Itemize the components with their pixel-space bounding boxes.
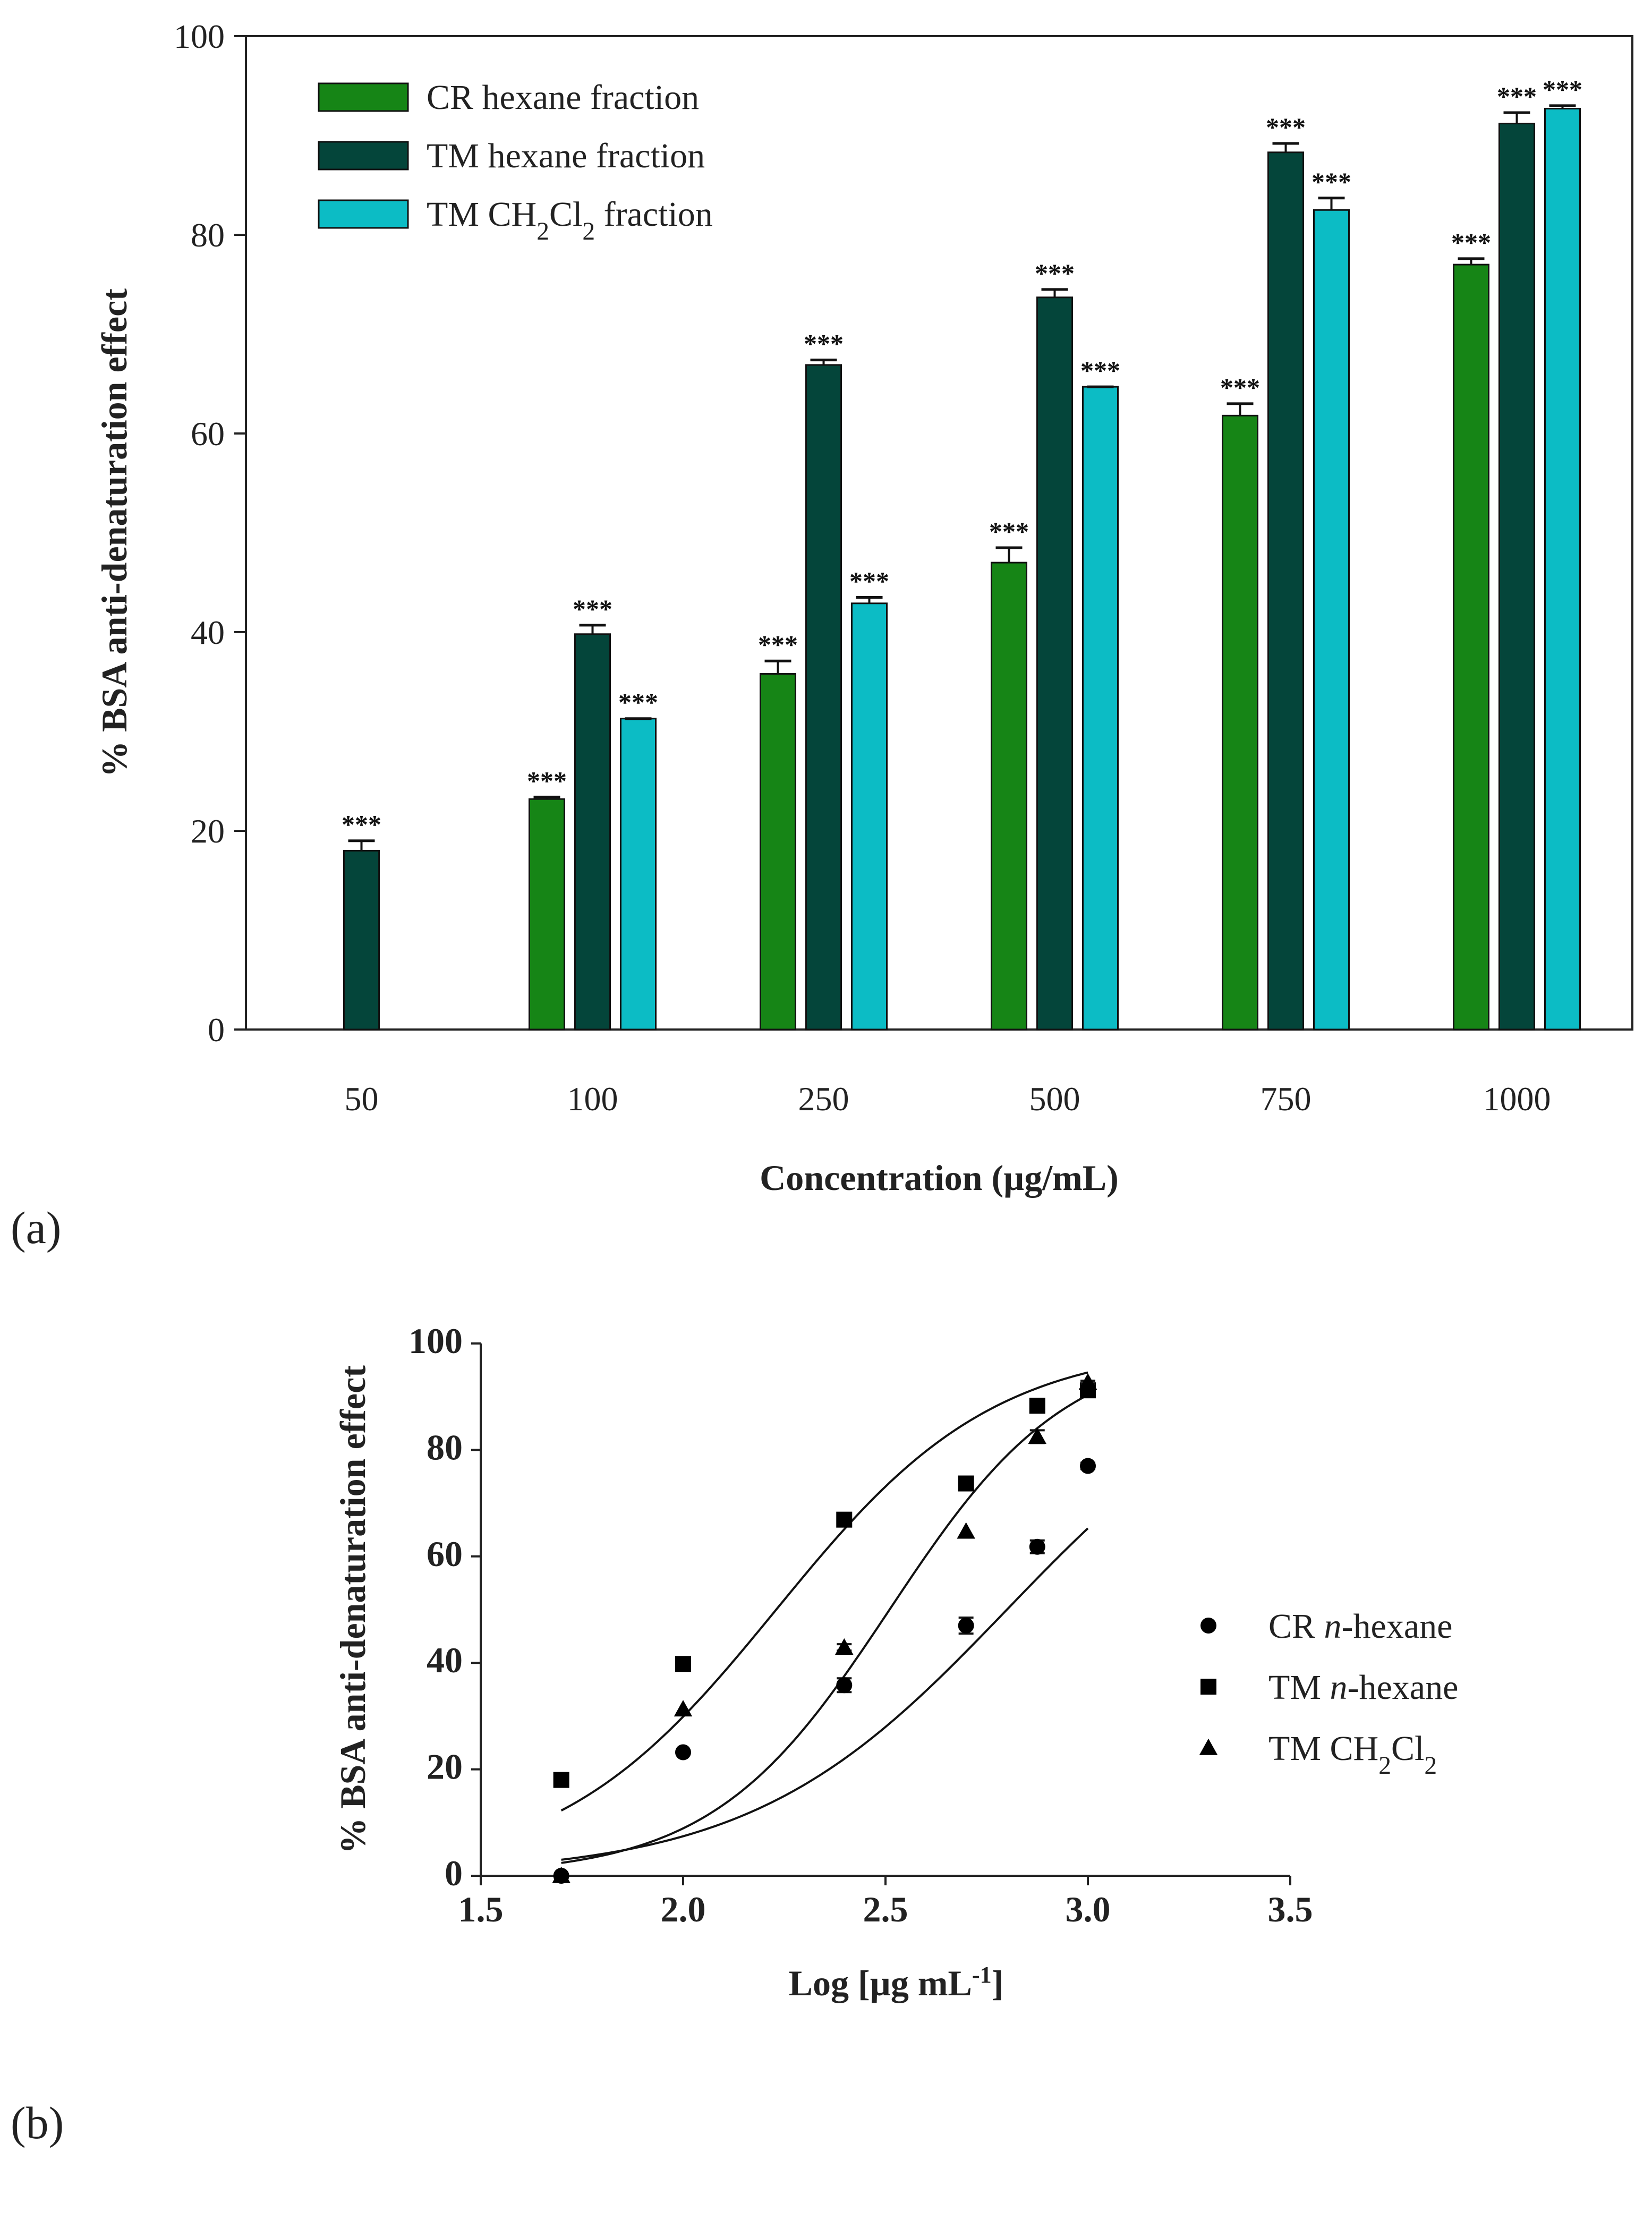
x-tick-label: 100 bbox=[567, 1080, 618, 1118]
bar bbox=[805, 364, 842, 1031]
bar bbox=[760, 673, 796, 1031]
bar bbox=[991, 562, 1027, 1031]
data-point bbox=[958, 1475, 974, 1492]
chart-b-scatter: (b) 0 20 40 60 80 100 1.5 2.0 2.5 3.0 3.5 Log [µg m… bbox=[11, 1321, 1458, 2148]
legend-swatch bbox=[318, 82, 409, 112]
y-axis-label: % BSA anti-denaturation effect bbox=[94, 288, 134, 777]
x-tick-label: 1.5 bbox=[458, 1889, 504, 1929]
bar bbox=[343, 849, 380, 1031]
chart-a-bar: (a) 02040608010050***100*********250****… bbox=[11, 18, 1633, 1253]
x-axis-label: Log [µg mL-1] bbox=[789, 1962, 1004, 2004]
panel-label-b: (b) bbox=[11, 2097, 64, 2148]
bar bbox=[1498, 123, 1535, 1031]
legend-swatch bbox=[318, 141, 409, 171]
data-point bbox=[1078, 1373, 1097, 1390]
data-point bbox=[835, 1638, 854, 1655]
y-tick-label: 40 bbox=[427, 1640, 463, 1680]
x-tick-label: 750 bbox=[1261, 1080, 1312, 1118]
y-tick-label: 60 bbox=[191, 415, 225, 453]
x-tick-label: 2.5 bbox=[863, 1889, 908, 1929]
bar bbox=[851, 602, 888, 1031]
legend-label: TM n-hexane bbox=[1268, 1668, 1458, 1707]
fit-curve bbox=[561, 1394, 1088, 1864]
data-point bbox=[957, 1522, 975, 1539]
x-tick-label: 3.0 bbox=[1066, 1889, 1111, 1929]
significance-marker: *** bbox=[573, 594, 612, 624]
data-point bbox=[1029, 1538, 1045, 1555]
significance-marker: *** bbox=[804, 329, 844, 359]
legend-label: TM CH2Cl2 bbox=[1268, 1729, 1437, 1780]
significance-marker: *** bbox=[527, 765, 567, 795]
data-point bbox=[836, 1511, 853, 1528]
y-tick-label: 0 bbox=[445, 1853, 463, 1893]
legend-label: TM CH2Cl2 fraction bbox=[427, 195, 713, 245]
data-point bbox=[1080, 1458, 1096, 1474]
data-point bbox=[1029, 1398, 1045, 1414]
significance-marker: *** bbox=[1312, 167, 1351, 197]
bar bbox=[1082, 386, 1119, 1031]
data-point bbox=[553, 1772, 569, 1788]
bar bbox=[1222, 414, 1258, 1031]
significance-marker: *** bbox=[1497, 81, 1537, 111]
bar bbox=[620, 718, 657, 1031]
significance-marker: *** bbox=[1035, 258, 1075, 288]
bar bbox=[1313, 209, 1350, 1031]
data-point bbox=[958, 1618, 974, 1634]
x-tick-label: 1000 bbox=[1483, 1080, 1551, 1118]
y-axis-label: % BSA anti-denaturation effect bbox=[333, 1365, 373, 1854]
x-tick-label: 250 bbox=[798, 1080, 849, 1118]
y-tick-label: 100 bbox=[174, 18, 225, 55]
legend-label: CR hexane fraction bbox=[427, 78, 699, 117]
fit-curve bbox=[561, 1527, 1089, 1861]
x-tick-label: 3.5 bbox=[1268, 1889, 1313, 1929]
panel-label-a: (a) bbox=[11, 1202, 61, 1253]
x-tick-label: 50 bbox=[345, 1080, 379, 1118]
y-tick-label: 100 bbox=[408, 1321, 463, 1361]
x-axis-label: Concentration (µg/mL) bbox=[760, 1158, 1119, 1198]
y-tick-label: 60 bbox=[427, 1534, 463, 1574]
y-tick-label: 20 bbox=[427, 1747, 463, 1787]
y-tick-label: 80 bbox=[191, 216, 225, 254]
y-tick-label: 0 bbox=[208, 1011, 225, 1049]
bar bbox=[574, 633, 611, 1031]
data-point bbox=[674, 1700, 693, 1717]
significance-marker: *** bbox=[1543, 74, 1582, 104]
y-tick-label: 40 bbox=[191, 614, 225, 651]
bar bbox=[1544, 108, 1581, 1031]
y-tick-label: 80 bbox=[427, 1427, 463, 1467]
significance-marker: *** bbox=[618, 687, 658, 717]
plot-frame bbox=[245, 35, 1633, 1031]
significance-marker: *** bbox=[1451, 227, 1491, 257]
data-point bbox=[1200, 1679, 1216, 1695]
bar bbox=[1267, 151, 1304, 1031]
legend-label: TM hexane fraction bbox=[427, 137, 705, 175]
significance-marker: *** bbox=[989, 516, 1029, 546]
data-point bbox=[1199, 1738, 1218, 1755]
significance-marker: *** bbox=[758, 630, 798, 659]
significance-marker: *** bbox=[1266, 112, 1306, 142]
data-point bbox=[836, 1677, 853, 1694]
significance-marker: *** bbox=[849, 566, 889, 596]
x-tick-label: 500 bbox=[1029, 1080, 1080, 1118]
significance-marker: *** bbox=[342, 810, 381, 839]
bar bbox=[1453, 263, 1489, 1031]
bar bbox=[529, 798, 565, 1031]
data-point bbox=[675, 1656, 691, 1672]
fit-curve bbox=[560, 1371, 1088, 1811]
significance-marker: *** bbox=[1220, 372, 1260, 402]
legend-swatch bbox=[318, 199, 409, 229]
significance-marker: *** bbox=[1080, 355, 1120, 385]
data-point bbox=[675, 1744, 691, 1760]
data-point bbox=[552, 1866, 570, 1883]
y-tick-label: 20 bbox=[191, 812, 225, 850]
legend-label: CR n-hexane bbox=[1268, 1607, 1452, 1646]
x-tick-label: 2.0 bbox=[661, 1889, 706, 1929]
data-point bbox=[1028, 1427, 1046, 1444]
data-point bbox=[1200, 1618, 1216, 1634]
bar bbox=[1036, 296, 1073, 1031]
